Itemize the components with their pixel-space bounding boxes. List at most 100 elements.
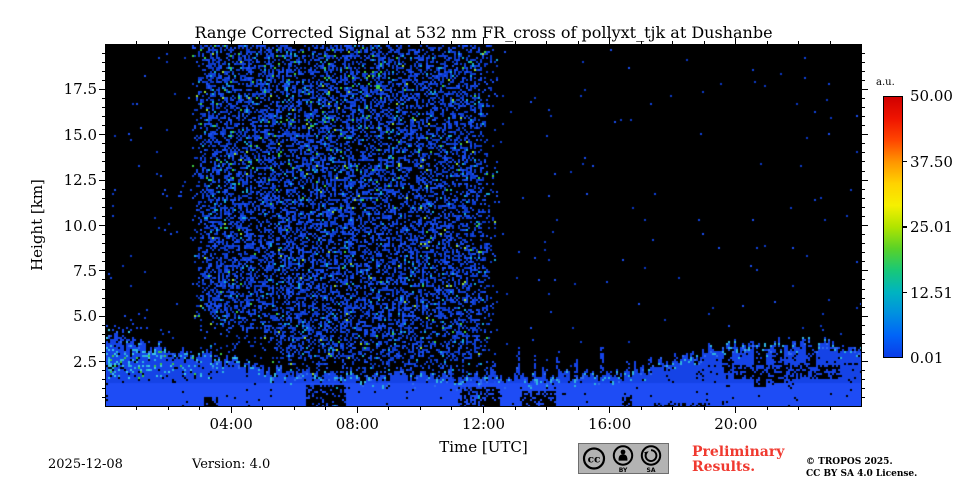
preliminary-line1: Preliminary — [692, 444, 785, 460]
y-tick-minor-right — [862, 261, 866, 263]
y-tick-minor-right — [862, 197, 866, 199]
x-tick-label: 20:00 — [714, 415, 758, 433]
x-tick-minor — [388, 407, 390, 411]
y-tick-minor-right — [862, 70, 866, 72]
y-tick-minor — [101, 143, 105, 145]
cc-sa-label: SA — [647, 467, 656, 474]
y-tick-minor-right — [862, 342, 866, 344]
y-tick-minor-right — [862, 297, 866, 299]
x-tick-minor-top — [577, 40, 579, 44]
y-tick-major — [99, 361, 105, 363]
x-tick-minor — [262, 407, 264, 411]
y-tick-minor-right — [862, 370, 866, 372]
y-tick-minor-right — [862, 61, 866, 63]
x-tick-minor — [546, 407, 548, 411]
x-tick-minor-top — [766, 40, 768, 44]
y-tick-minor — [101, 107, 105, 109]
plot-title: Range Corrected Signal at 532 nm FR_cros… — [194, 23, 773, 42]
y-tick-major — [99, 134, 105, 136]
y-tick-minor-right — [862, 161, 866, 163]
colorbar-tick-label: 25.01 — [910, 218, 953, 236]
x-tick-major — [356, 407, 358, 413]
y-tick-minor — [101, 79, 105, 81]
y-tick-minor — [101, 333, 105, 335]
svg-text:cc: cc — [588, 454, 601, 466]
y-tick-minor — [101, 379, 105, 381]
y-tick-minor — [101, 197, 105, 199]
x-tick-major-top — [609, 38, 611, 44]
y-tick-minor-right — [862, 306, 866, 308]
y-tick-minor — [101, 288, 105, 290]
y-tick-minor-right — [862, 206, 866, 208]
y-tick-minor-right — [862, 288, 866, 290]
colorbar-unit-label: a.u. — [876, 77, 895, 88]
x-tick-minor — [136, 407, 138, 411]
y-tick-minor — [101, 188, 105, 190]
y-tick-minor — [101, 234, 105, 236]
x-tick-minor-top — [672, 40, 674, 44]
y-tick-minor — [101, 215, 105, 217]
colorbar — [883, 96, 903, 358]
x-tick-minor — [798, 407, 800, 411]
y-tick-minor-right — [862, 188, 866, 190]
version-label: Version: 4.0 — [192, 457, 271, 472]
x-tick-label: 04:00 — [209, 415, 253, 433]
y-tick-minor-right — [862, 125, 866, 127]
cc-by-sa-badge: cc BY SA — [578, 443, 669, 474]
x-tick-major-top — [735, 38, 737, 44]
y-tick-minor — [101, 261, 105, 263]
y-tick-major — [99, 224, 105, 227]
x-tick-minor-top — [325, 40, 327, 44]
x-tick-minor-top — [388, 40, 390, 44]
x-tick-minor-top — [262, 40, 264, 44]
y-tick-minor — [101, 352, 105, 354]
colorbar-tick — [903, 291, 907, 294]
x-axis-label: Time [UTC] — [439, 438, 528, 456]
y-tick-label: 7.5 — [73, 261, 97, 280]
y-tick-minor — [101, 252, 105, 254]
y-tick-minor — [101, 397, 105, 399]
y-tick-minor-right — [862, 170, 866, 172]
y-tick-major-right — [862, 88, 868, 90]
cc-sa-icon — [640, 445, 662, 466]
y-tick-minor — [101, 170, 105, 172]
colorbar-tick — [903, 226, 907, 228]
colorbar-tick — [903, 160, 907, 163]
preliminary-line2: Results. — [692, 459, 756, 475]
y-tick-minor — [101, 297, 105, 299]
x-tick-minor — [167, 407, 169, 411]
y-tick-minor — [101, 206, 105, 208]
y-tick-minor — [101, 70, 105, 72]
x-tick-minor — [293, 407, 295, 411]
y-tick-major-right — [862, 270, 868, 272]
y-tick-minor-right — [862, 97, 866, 99]
y-tick-label: 12.5 — [63, 171, 97, 190]
heatmap-canvas — [106, 45, 861, 406]
x-tick-major — [735, 407, 737, 413]
y-tick-minor — [101, 125, 105, 127]
x-tick-minor — [766, 407, 768, 411]
y-tick-minor — [101, 52, 105, 54]
y-tick-major — [99, 88, 105, 90]
y-tick-minor-right — [862, 52, 866, 54]
colorbar-tick-label: 0.01 — [910, 349, 944, 367]
y-tick-minor — [101, 370, 105, 372]
y-tick-minor — [101, 342, 105, 344]
x-tick-major — [230, 407, 232, 413]
y-tick-minor — [101, 61, 105, 63]
y-tick-minor-right — [862, 397, 866, 399]
copyright-line2: CC BY SA 4.0 License. — [806, 468, 918, 479]
y-tick-minor-right — [862, 379, 866, 381]
x-tick-major-top — [356, 38, 358, 44]
y-tick-label: 15.0 — [63, 125, 97, 144]
x-tick-minor-top — [546, 40, 548, 44]
x-tick-label: 12:00 — [461, 415, 506, 433]
x-tick-label: 16:00 — [588, 415, 632, 433]
x-tick-minor — [419, 407, 421, 411]
x-tick-minor-top — [167, 40, 169, 44]
x-tick-minor — [577, 407, 579, 411]
preliminary-results-note: Preliminary Results. — [692, 445, 784, 475]
x-tick-minor-top — [451, 40, 453, 44]
y-tick-minor — [101, 161, 105, 163]
y-tick-major — [99, 179, 105, 181]
